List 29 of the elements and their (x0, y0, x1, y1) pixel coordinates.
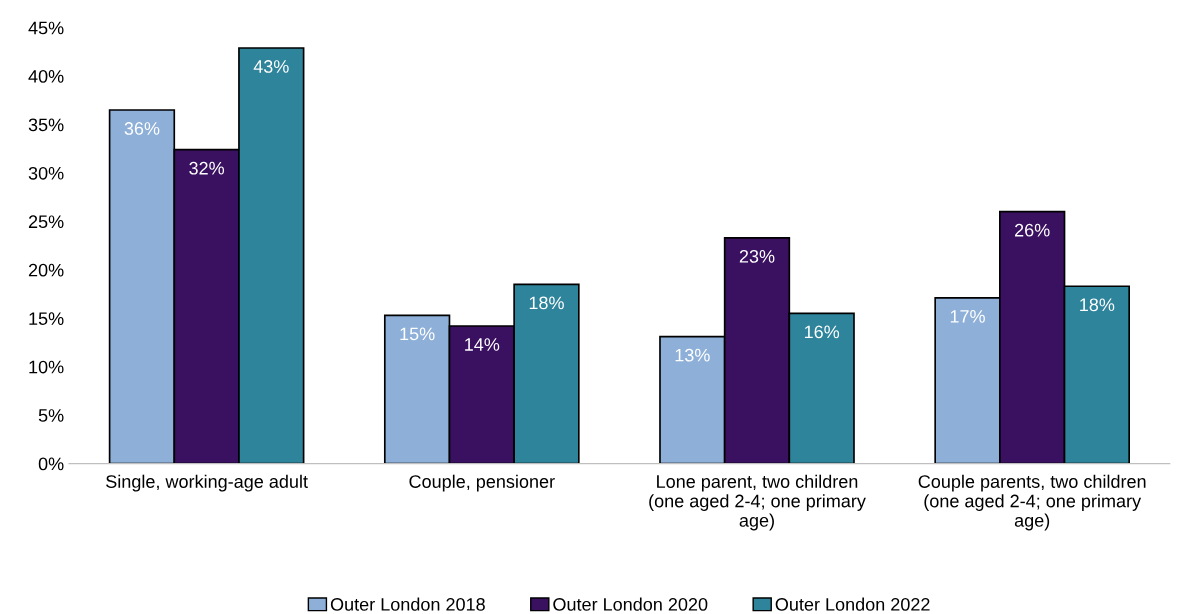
y-tick-label: 35% (28, 118, 64, 132)
y-tick-label: 15% (29, 312, 64, 325)
legend-label: Outer London 2020 (553, 597, 708, 611)
data-label: 23% (739, 249, 775, 263)
x-tick-label: Lone parent, two children (one aged 2-4; one primary age) (649, 474, 866, 531)
data-label: 17% (950, 310, 985, 323)
y-tick-label: 20% (28, 263, 64, 277)
data-label: 18% (529, 296, 564, 310)
legend-label: Outer London 2022 (775, 597, 930, 611)
y-tick-label: 40% (28, 70, 64, 83)
y-tick-label: 25% (28, 215, 64, 229)
x-tick-label: Couple, pensioner (409, 474, 555, 492)
data-label: 18% (1080, 298, 1115, 312)
data-label: 14% (465, 338, 500, 351)
y-tick-label: 5% (38, 409, 64, 422)
data-label: 36% (124, 122, 160, 135)
x-tick-label: Couple parents, two children (one aged 2-4; one primary age) (918, 474, 1146, 531)
data-label: 16% (804, 325, 840, 339)
data-label: 15% (400, 327, 435, 341)
y-tick-label: 10% (29, 360, 64, 374)
y-tick-label: 0% (38, 457, 64, 471)
data-label: 43% (253, 60, 289, 73)
x-tick-label: Single, working-age adult (106, 474, 308, 492)
data-label: 13% (675, 348, 710, 362)
y-tick-label: 30% (28, 166, 64, 180)
data-label: 26% (1015, 223, 1050, 237)
y-tick-label: 45% (28, 21, 64, 35)
data-label: 32% (189, 161, 225, 175)
legend-label: Outer London 2018 (330, 597, 485, 611)
